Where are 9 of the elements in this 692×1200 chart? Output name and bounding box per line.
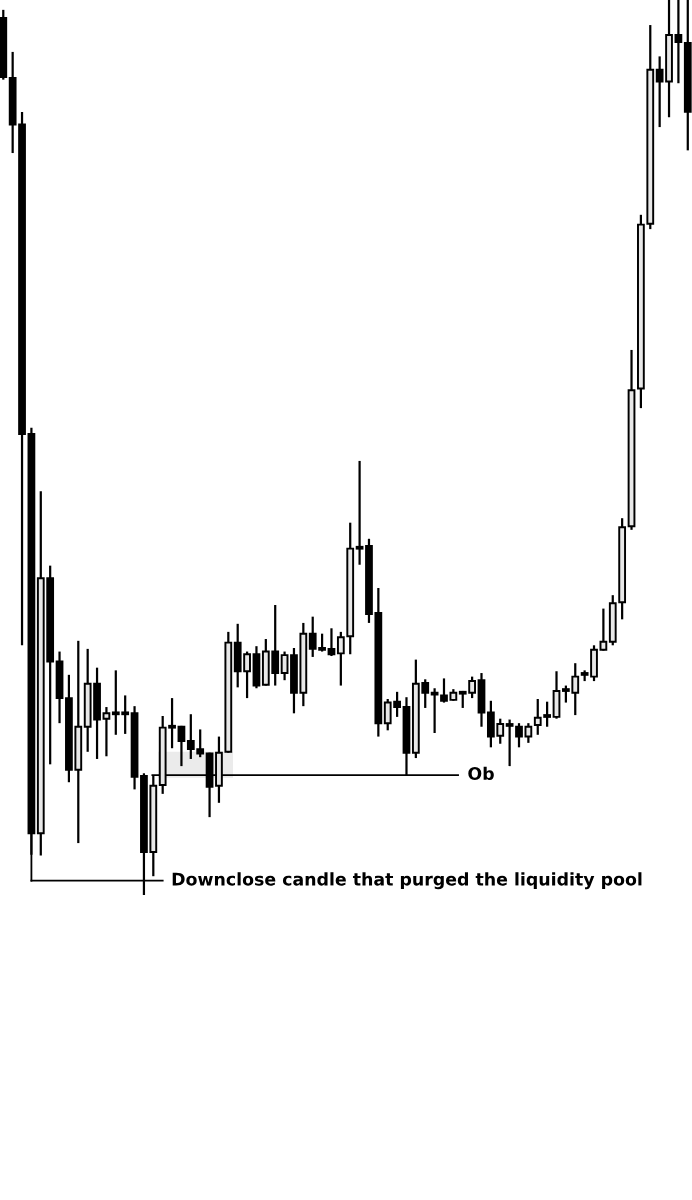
candlestick: [177, 724, 186, 768]
candlestick: [355, 459, 364, 566]
candlestick: [280, 650, 289, 682]
annotation: Downclose candle that purged the liquidity pool: [172, 872, 642, 890]
candlestick: [102, 705, 111, 758]
annotation: Ob: [468, 766, 494, 781]
candlestick: [327, 627, 336, 658]
candlestick: [674, 0, 683, 85]
candlestick: [599, 607, 608, 652]
